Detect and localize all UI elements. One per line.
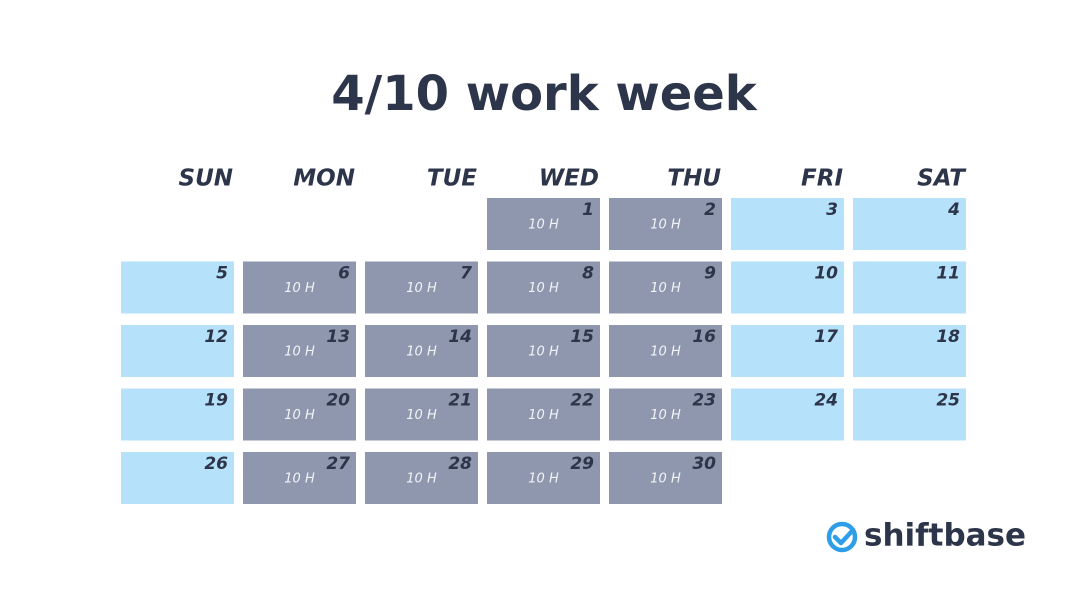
title: 4/10 work week [331,66,758,122]
work-day-cell [487,452,600,504]
day-number: 3 [826,200,838,220]
weekday-label: FRI [801,166,843,192]
hours-label: 10 H [406,408,437,423]
hours-label: 10 H [406,281,437,296]
work-day-cell [609,325,722,377]
hours-label: 10 H [650,218,681,233]
day-number: 24 [814,391,838,411]
off-day-cell [853,198,966,250]
off-day-cell [853,388,966,441]
work-day-cell [487,388,600,441]
day-number: 13 [326,327,350,347]
day-number: 22 [570,391,594,411]
off-day-cell [731,261,844,314]
work-day-cell [487,261,600,314]
off-day-cell [121,261,234,314]
hours-label: 10 H [528,472,559,487]
brand-name: shiftbase [864,518,1026,554]
hours-label: 10 H [406,345,437,360]
day-number: 2 [704,200,716,220]
day-number: 30 [692,454,716,474]
day-number: 27 [326,454,350,474]
day-number: 19 [204,391,228,411]
off-day-cell [121,325,234,377]
day-number: 14 [448,327,472,347]
day-number: 17 [814,327,838,347]
weekday-label: SUN [179,166,234,192]
hours-label: 10 H [528,345,559,360]
work-day-cell [365,388,478,441]
hours-label: 10 H [650,408,681,423]
work-day-cell [487,325,600,377]
hours-label: 10 H [528,218,559,233]
day-number: 25 [936,391,960,411]
hours-label: 10 H [650,281,681,296]
day-number: 10 [814,264,838,284]
work-day-cell [365,452,478,504]
day-number: 11 [936,264,960,284]
work-day-cell [243,261,356,314]
hours-label: 10 H [406,472,437,487]
work-day-cell [609,452,722,504]
hours-label: 10 H [650,472,681,487]
day-number: 18 [936,327,960,347]
off-day-cell [853,261,966,314]
hours-label: 10 H [284,408,315,423]
weekday-label: THU [667,166,721,192]
off-day-cell [853,325,966,377]
day-number: 9 [704,264,716,284]
day-number: 28 [448,454,472,474]
day-number: 16 [692,327,716,347]
hours-label: 10 H [528,281,559,296]
hours-label: 10 H [284,472,315,487]
off-day-cell [731,325,844,377]
day-number: 7 [460,264,472,284]
day-number: 20 [326,391,350,411]
weekday-label: MON [293,166,355,192]
hours-label: 10 H [650,345,681,360]
work-day-cell [609,198,722,250]
day-number: 5 [216,264,228,284]
hours-label: 10 H [284,345,315,360]
weekday-label: SAT [917,166,967,192]
logo-check [832,527,856,546]
off-day-cell [121,452,234,504]
work-day-cell [609,261,722,314]
day-number: 1 [582,200,594,220]
work-day-cell [243,325,356,377]
work-day-cell [487,198,600,250]
day-number: 15 [570,327,594,347]
work-day-cell [609,388,722,441]
hours-label: 10 H [284,281,315,296]
logo-icon [826,521,858,553]
weekday-label: WED [539,166,599,192]
day-number: 23 [692,391,716,411]
work-day-cell [365,261,478,314]
day-number: 29 [570,454,594,474]
day-number: 6 [338,264,350,284]
work-day-cell [365,325,478,377]
day-number: 21 [448,391,472,411]
day-number: 26 [204,454,228,474]
day-number: 8 [582,264,594,284]
hours-label: 10 H [528,408,559,423]
off-day-cell [731,388,844,441]
off-day-cell [731,198,844,250]
weekday-label: TUE [427,166,477,192]
work-day-cell [243,388,356,441]
work-day-cell [243,452,356,504]
logo-circle [826,521,858,553]
day-number: 4 [947,200,960,220]
day-number: 12 [204,327,228,347]
off-day-cell [121,388,234,441]
